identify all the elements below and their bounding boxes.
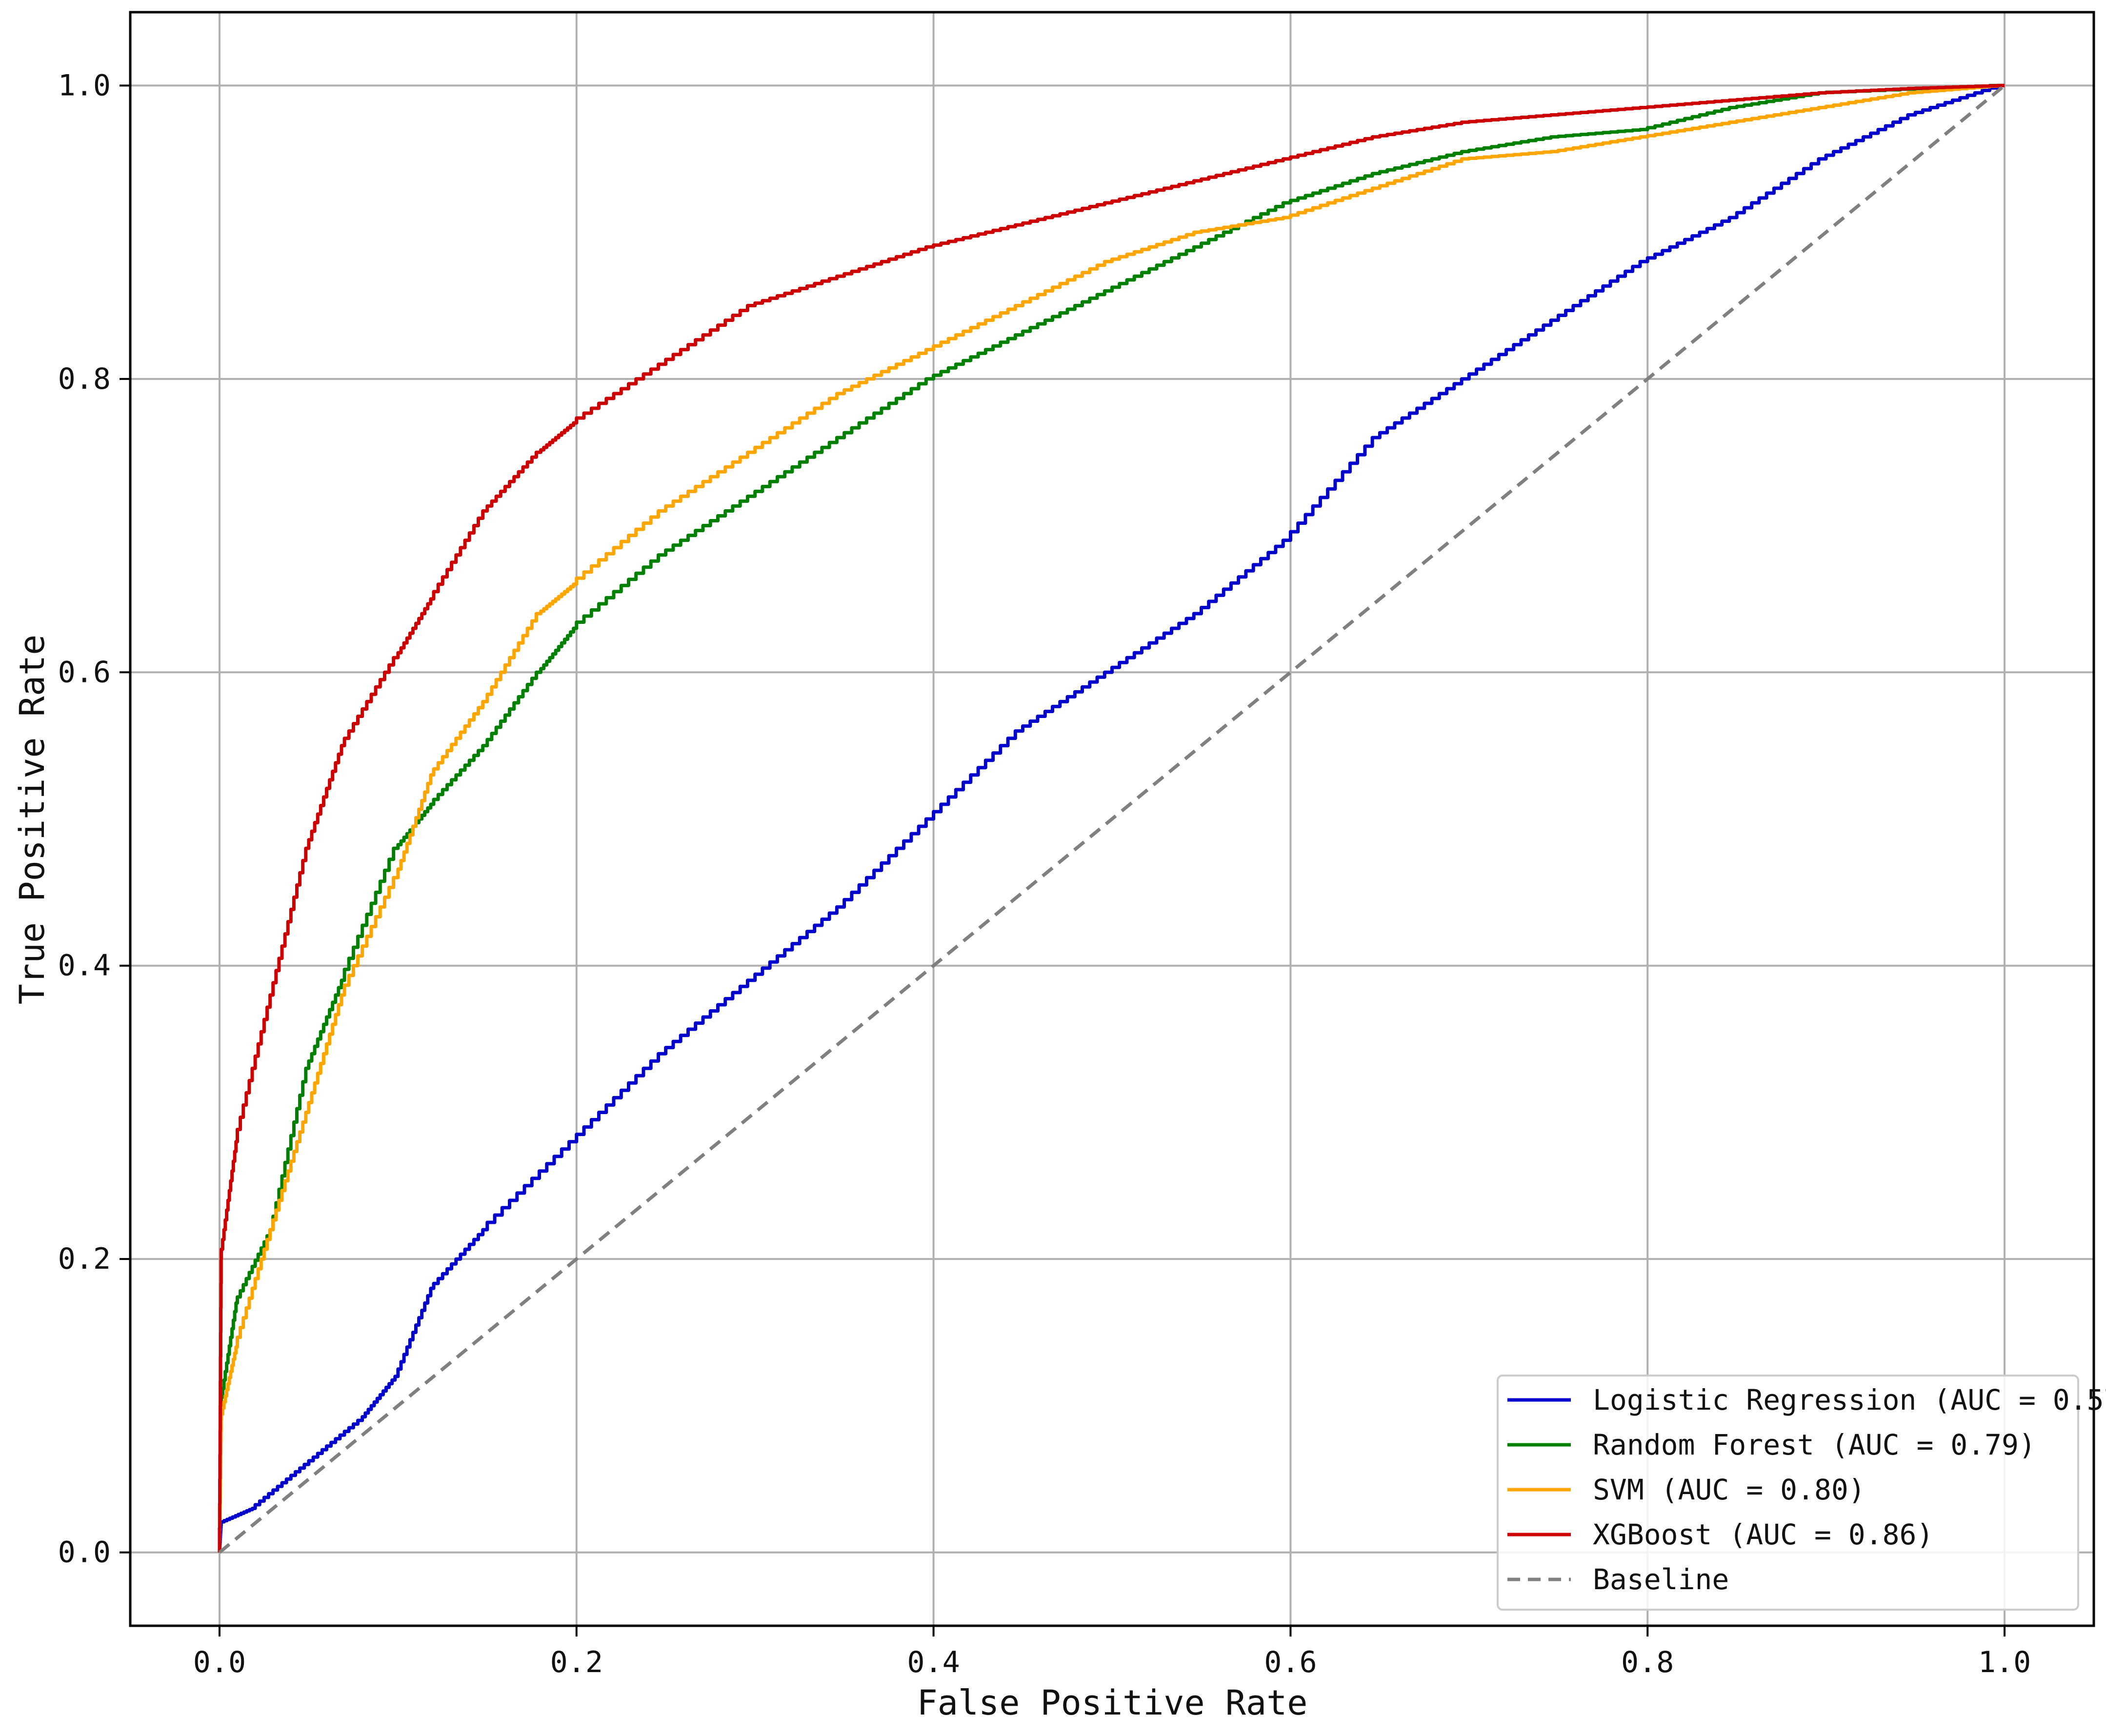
x-tick-label: 0.6 [1264,1645,1317,1679]
x-tick-label: 0.2 [550,1645,603,1679]
x-tick-label: 0.4 [907,1645,960,1679]
x-tick-label: 0.8 [1621,1645,1674,1679]
y-tick-label: 0.8 [58,362,111,396]
logistic-regression-legend-label: Logistic Regression (AUC = 0.57) [1593,1383,2106,1417]
random-forest-line [218,83,2005,1553]
axis-ticks: 0.0 0.2 0.4 0.6 0.8 1.0 0.0 0.2 0.4 0.6 0.8 1.0 [58,68,2031,1679]
y-tick-label: 0.2 [58,1242,111,1276]
plot-frame [129,11,2095,1627]
x-tick-label: 1.0 [1978,1645,2031,1679]
xgboost-line [218,83,2005,1553]
x-tick-label: 0.0 [193,1645,246,1679]
legend-box [1497,1375,2079,1611]
y-tick-label: 0.0 [58,1536,111,1570]
logistic-regression-line [218,83,2005,1553]
y-axis-label: True Positive Rate [12,635,52,1005]
legend: Logistic Regression (AUC = 0.57) Random F… [1497,1375,2106,1611]
y-tick-label: 0.6 [58,655,111,689]
y-tick-label: 0.4 [58,949,111,983]
series-lines [218,83,2006,1554]
svm-legend-label: SVM (AUC = 0.80) [1593,1473,1865,1506]
baseline-line [218,84,2006,1554]
xgboost-legend-label: XGBoost (AUC = 0.86) [1593,1518,1933,1551]
svm-line [218,83,2005,1553]
baseline-legend-label: Baseline [1593,1563,1729,1596]
random-forest-legend-label: Random Forest (AUC = 0.79) [1593,1428,2036,1461]
x-axis-label: False Positive Rate [917,1683,1308,1723]
y-tick-label: 1.0 [58,68,111,102]
